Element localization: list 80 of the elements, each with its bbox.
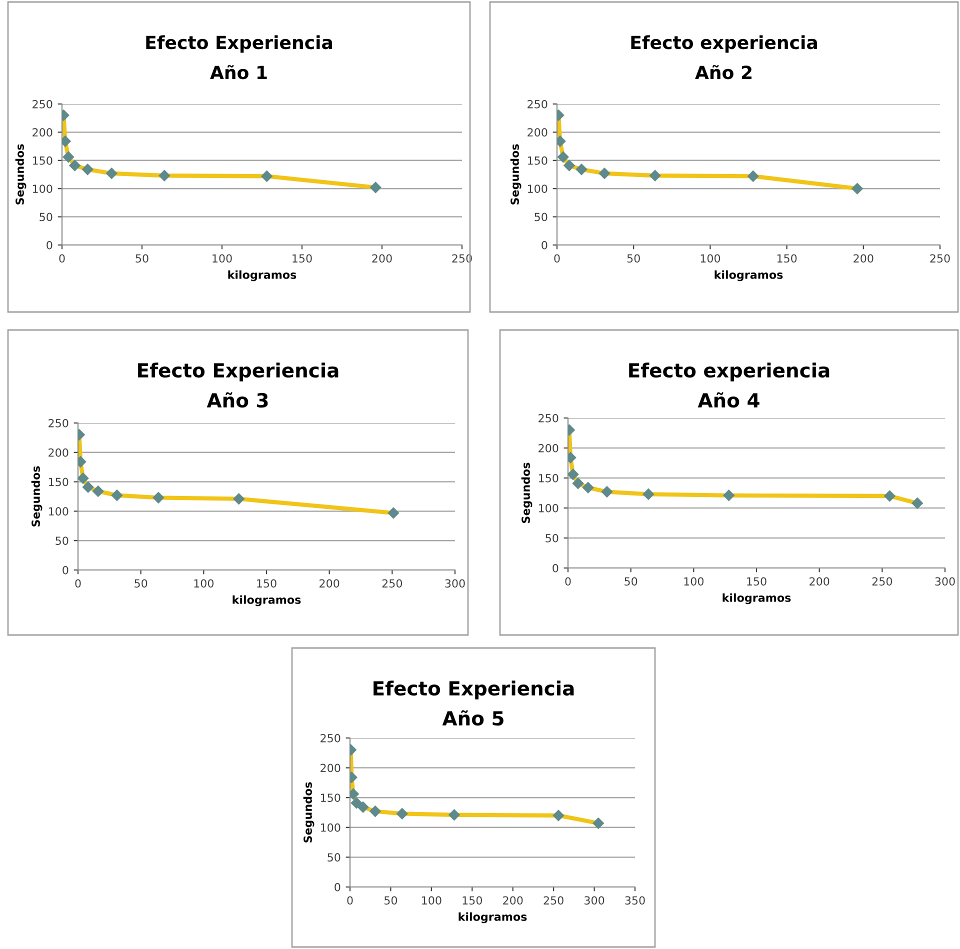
y-tick-label: 250	[32, 100, 52, 108]
y-tick-label: 50	[534, 212, 548, 222]
chart-subtitle: Año 1	[210, 64, 267, 80]
chart-subtitle: Año 3	[206, 392, 268, 408]
y-axis-title: Segundos	[303, 782, 314, 842]
x-tick-label: 0	[75, 579, 81, 588]
y-tick-label: 50	[56, 536, 68, 545]
chart-title: Efecto Experiencia	[146, 35, 332, 53]
x-tick-label: 50	[136, 254, 148, 263]
x-tick-label: 200	[372, 254, 392, 263]
x-tick-label: 100	[700, 254, 720, 263]
x-tick-label: 200	[854, 254, 874, 263]
x-tick-label: 300	[584, 896, 604, 905]
x-tick-label: 0	[347, 896, 353, 905]
chart-subtitle: Año 4	[698, 392, 760, 408]
y-tick-label: 200	[320, 764, 340, 772]
y-tick-label: 250	[48, 418, 68, 428]
y-tick-label: 200	[48, 448, 68, 457]
y-tick-label: 50	[328, 853, 340, 862]
x-tick-label: 50	[384, 896, 398, 905]
chart-subtitle: Año 2	[695, 64, 752, 80]
chart-title: Efecto experiencia	[631, 35, 817, 53]
y-tick-label: 0	[552, 564, 558, 572]
x-tick-label: 150	[257, 579, 276, 588]
y-tick-label: 0	[62, 566, 68, 574]
x-tick-label: 350	[625, 896, 645, 905]
y-tick-label: 100	[538, 504, 558, 512]
y-tick-label: 0	[542, 240, 548, 250]
y-tick-label: 200	[528, 128, 548, 137]
y-tick-label: 100	[528, 184, 548, 193]
x-tick-label: 150	[462, 896, 482, 905]
x-tick-label: 300	[445, 579, 465, 588]
y-tick-label: 150	[528, 156, 548, 165]
y-tick-label: 0	[334, 882, 340, 892]
x-tick-label: 0	[565, 577, 571, 586]
y-tick-label: 150	[32, 156, 52, 165]
x-axis-title: kilogramos	[722, 593, 791, 604]
x-axis-title: kilogramos	[458, 912, 527, 924]
y-tick-label: 150	[48, 478, 68, 486]
y-axis-title: Segundos	[15, 144, 26, 204]
x-tick-label: 100	[422, 896, 442, 905]
chart-title: Efecto experiencia	[629, 362, 830, 382]
x-axis-title: kilogramos	[228, 270, 296, 282]
y-tick-label: 250	[528, 100, 548, 108]
x-tick-label: 150	[292, 254, 312, 263]
y-tick-label: 150	[538, 474, 558, 482]
x-tick-label: 250	[872, 577, 892, 586]
x-axis-title: kilogramos	[714, 270, 783, 282]
chart-subtitle: Año 5	[442, 710, 504, 726]
x-tick-label: 150	[747, 577, 766, 586]
y-tick-label: 200	[538, 444, 558, 452]
y-tick-label: 100	[48, 507, 68, 516]
x-tick-label: 50	[627, 254, 640, 263]
y-tick-label: 100	[32, 184, 52, 193]
y-tick-label: 50	[40, 212, 52, 222]
x-tick-label: 50	[624, 577, 638, 586]
y-tick-label: 200	[32, 128, 52, 137]
y-tick-label: 100	[320, 823, 340, 832]
x-tick-label: 100	[212, 254, 232, 263]
x-tick-label: 100	[684, 577, 704, 586]
x-tick-label: 250	[930, 254, 950, 263]
x-tick-label: 300	[935, 577, 955, 586]
y-tick-label: 0	[46, 240, 52, 250]
chart-title: Efecto Experiencia	[138, 362, 338, 382]
x-tick-label: 200	[503, 896, 523, 905]
chart-title: Efecto Experiencia	[374, 680, 574, 700]
y-axis-title: Segundos	[521, 462, 532, 523]
y-tick-label: 250	[320, 734, 340, 742]
y-axis-title: Segundos	[510, 144, 522, 204]
x-tick-label: 200	[810, 577, 830, 586]
y-tick-label: 250	[538, 414, 558, 422]
x-tick-label: 50	[134, 579, 148, 588]
x-tick-label: 250	[452, 254, 472, 263]
x-tick-label: 150	[777, 254, 797, 263]
y-axis-title: Segundos	[31, 466, 42, 526]
x-axis-title: kilogramos	[232, 595, 301, 606]
x-tick-label: 250	[382, 579, 402, 588]
x-tick-label: 100	[194, 579, 214, 588]
y-tick-label: 150	[320, 794, 340, 802]
y-tick-label: 50	[546, 534, 558, 542]
